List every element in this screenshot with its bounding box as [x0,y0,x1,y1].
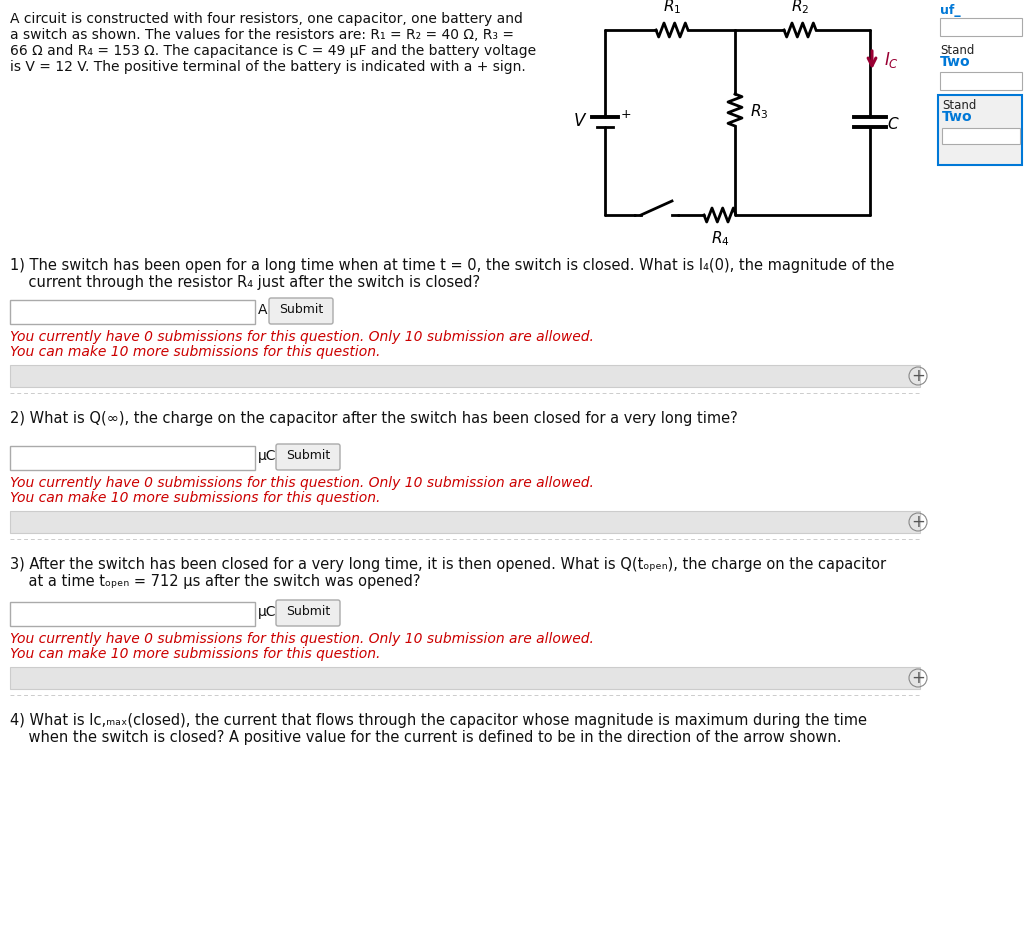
Text: You can make 10 more submissions for this question.: You can make 10 more submissions for thi… [10,647,380,661]
Text: Submit: Submit [279,303,324,316]
Text: $R_2$: $R_2$ [791,0,809,16]
Text: μC: μC [258,605,276,619]
Text: is V = 12 V. The positive terminal of the battery is indicated with a + sign.: is V = 12 V. The positive terminal of th… [10,60,525,74]
Text: $R_4$: $R_4$ [711,229,729,247]
Text: Two: Two [942,110,973,124]
Text: $R_3$: $R_3$ [750,103,768,122]
Text: A: A [258,303,267,317]
Text: Stand: Stand [940,44,975,57]
Text: +: + [621,108,632,122]
Text: You currently have 0 submissions for this question. Only 10 submission are allow: You currently have 0 submissions for thi… [10,476,594,490]
Text: You currently have 0 submissions for this question. Only 10 submission are allow: You currently have 0 submissions for thi… [10,330,594,344]
Bar [10,446,255,470]
FancyBboxPatch shape [276,444,340,470]
Text: Stand: Stand [942,99,976,112]
Bar [938,95,1022,165]
Text: 3) After the switch has been closed for a very long time, it is then opened. Wha: 3) After the switch has been closed for … [10,557,886,572]
Text: $I_C$: $I_C$ [884,50,899,70]
Text: +: + [911,513,925,531]
Bar [940,18,1022,36]
Text: uf_: uf_ [940,4,961,17]
Text: 2) What is Q(∞), the charge on the capacitor after the switch has been closed fo: 2) What is Q(∞), the charge on the capac… [10,411,737,426]
Bar [940,72,1022,90]
Bar [942,128,1020,144]
Bar [10,511,920,533]
Text: 66 Ω and R₄ = 153 Ω. The capacitance is C = 49 μF and the battery voltage: 66 Ω and R₄ = 153 Ω. The capacitance is … [10,44,537,58]
Text: $R_1$: $R_1$ [663,0,681,16]
Text: Two: Two [940,55,971,69]
Text: You can make 10 more submissions for this question.: You can make 10 more submissions for thi… [10,345,380,359]
Text: $C$: $C$ [887,116,900,132]
Text: A circuit is constructed with four resistors, one capacitor, one battery and: A circuit is constructed with four resis… [10,12,523,26]
Text: +: + [911,367,925,385]
FancyBboxPatch shape [276,600,340,626]
Text: +: + [911,669,925,687]
Text: Submit: Submit [286,449,330,462]
Text: $V$: $V$ [572,113,587,130]
Text: current through the resistor R₄ just after the switch is closed?: current through the resistor R₄ just aft… [10,275,480,290]
Text: 4) What is Iᴄ,ₘₐₓ(closed), the current that flows through the capacitor whose ma: 4) What is Iᴄ,ₘₐₓ(closed), the current t… [10,713,867,728]
Text: You currently have 0 submissions for this question. Only 10 submission are allow: You currently have 0 submissions for thi… [10,632,594,646]
Bar [10,602,255,626]
Text: μC: μC [258,449,276,463]
Bar [10,300,255,324]
Text: 1) The switch has been open for a long time when at time t = 0, the switch is cl: 1) The switch has been open for a long t… [10,258,894,273]
Text: You can make 10 more submissions for this question.: You can make 10 more submissions for thi… [10,491,380,505]
Text: when the switch is closed? A positive value for the current is defined to be in : when the switch is closed? A positive va… [10,730,842,745]
Text: Submit: Submit [286,605,330,618]
Bar [10,667,920,689]
Text: a switch as shown. The values for the resistors are: R₁ = R₂ = 40 Ω, R₃ =: a switch as shown. The values for the re… [10,28,514,42]
Bar [10,365,920,387]
Text: at a time tₒₚₑₙ = 712 μs after the switch was opened?: at a time tₒₚₑₙ = 712 μs after the switc… [10,574,421,589]
FancyBboxPatch shape [269,298,333,324]
